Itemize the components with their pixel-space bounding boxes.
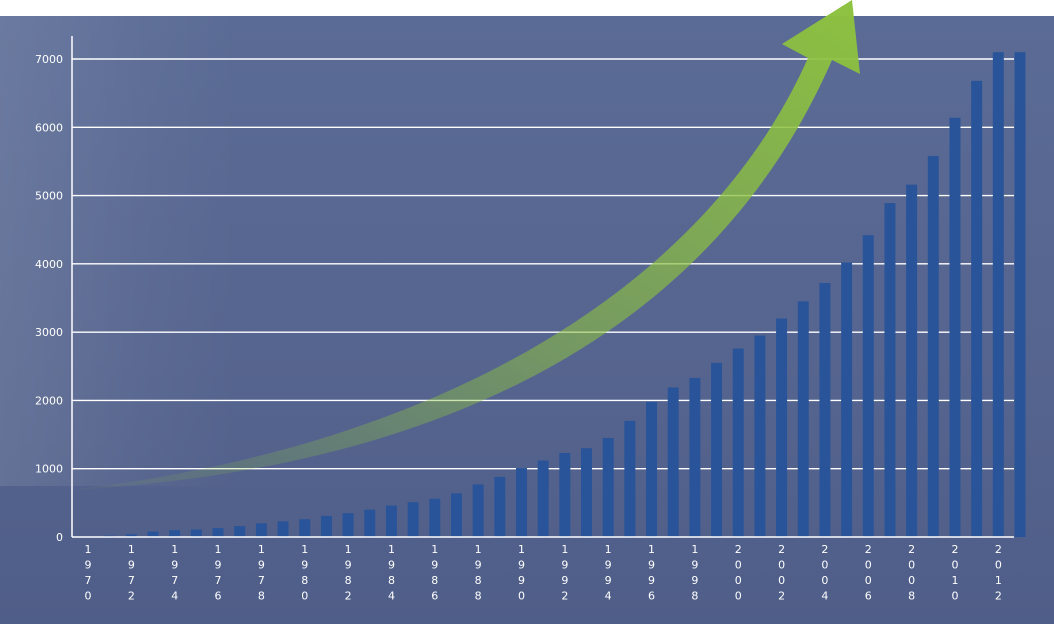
bar: [689, 377, 701, 537]
bar: [754, 335, 766, 537]
bar: [646, 401, 658, 537]
bar: [862, 235, 874, 538]
y-tick-label: 3000: [35, 326, 63, 339]
bars: [82, 52, 1026, 538]
bar: [992, 52, 1004, 538]
trend-arrow: [70, 0, 860, 490]
y-tick-label: 4000: [35, 258, 63, 271]
bar: [1014, 52, 1026, 538]
bar: [277, 521, 289, 537]
y-axis-ticks: 0 1000 2000 3000 4000 5000 6000 7000: [35, 53, 63, 544]
bar: [450, 493, 462, 537]
bar: [407, 502, 419, 537]
bar: [385, 505, 397, 537]
bar: [732, 348, 744, 537]
y-tick-label: 5000: [35, 190, 63, 203]
background-glow: [0, 16, 240, 486]
upward-trend-arrow-icon: [70, 0, 860, 490]
bar: [320, 515, 332, 537]
bar: [494, 476, 506, 537]
bar: [212, 528, 224, 537]
y-tick-label: 7000: [35, 53, 63, 66]
gridlines: [72, 58, 1014, 470]
bar: [125, 534, 137, 537]
top-margin: [0, 0, 1054, 16]
bar: [255, 523, 267, 537]
bar: [364, 509, 376, 537]
bar: [299, 519, 311, 537]
bar: [234, 526, 246, 537]
bar: [429, 498, 441, 537]
bar: [190, 529, 202, 537]
bar: [472, 484, 484, 537]
bar: [559, 453, 571, 537]
bar: [711, 362, 723, 537]
bar: [819, 282, 831, 537]
bar: [537, 460, 549, 537]
bar: [581, 448, 593, 537]
bar: [949, 117, 961, 538]
bar: [602, 437, 614, 537]
bar: [147, 531, 159, 537]
bar: [841, 262, 853, 537]
bar: [776, 318, 788, 537]
bar: [884, 203, 896, 537]
bar: [515, 468, 527, 537]
bar: [624, 420, 636, 537]
y-tick-label: 2000: [35, 394, 63, 407]
y-tick-label: 0: [56, 531, 63, 544]
y-tick-label: 1000: [35, 463, 63, 476]
y-tick-label: 6000: [35, 121, 63, 134]
bar: [342, 513, 354, 537]
bar: [927, 155, 939, 538]
bar: [906, 184, 918, 537]
chart-background: [0, 16, 1054, 624]
bar: [797, 301, 809, 537]
x-axis-ticks: 1 9 7 0 1 9 7 2 1 9 7 4 1 9 7 6 1 9 7 8 1 9 8 0 1 9 8 2 1 9 8 4 1 9 8 6 1 9 8 8…: [85, 543, 1002, 603]
bar: [169, 530, 181, 537]
bar: [667, 387, 679, 537]
axes: [71, 36, 1014, 538]
bar: [971, 80, 983, 537]
